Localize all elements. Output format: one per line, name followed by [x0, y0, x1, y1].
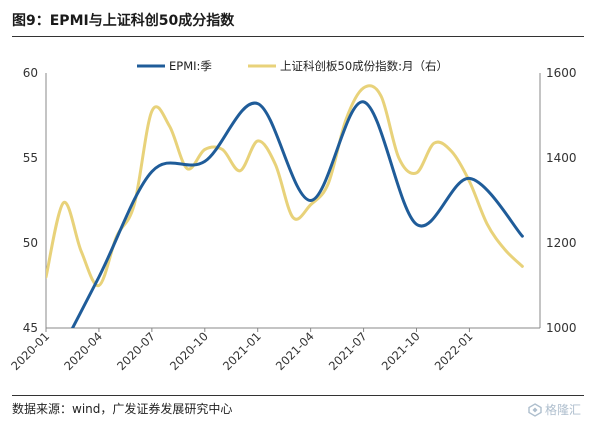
x-tick-label: 2021-04 [273, 329, 317, 373]
series-line-star50-index [46, 84, 524, 288]
left-tick-label: 55 [23, 151, 38, 165]
title-rule [12, 36, 584, 37]
left-tick-label: 60 [23, 66, 38, 80]
legend: EPMI:季 上证科创板50成份指数:月（右） [137, 59, 448, 73]
watermark-logo-icon [528, 402, 542, 417]
x-tick-label: 2021-01 [220, 329, 264, 373]
chart: 45 50 55 60 1000 1200 1400 1600 2020-01 2020-04… [8, 59, 577, 373]
legend-label-star50-index: 上证科创板50成份指数:月（右） [280, 59, 448, 73]
watermark: 格隆汇 [528, 401, 581, 418]
right-tick-label: 1400 [546, 151, 577, 165]
left-tick-label: 50 [23, 236, 38, 250]
left-axis: 45 50 55 60 [23, 66, 38, 335]
x-tick-label: 2020-01 [8, 329, 52, 373]
x-tick-label: 2020-07 [114, 329, 158, 373]
right-axis: 1000 1200 1400 1600 [546, 66, 577, 335]
x-tick-label: 2020-10 [167, 329, 211, 373]
x-tick-label: 2022-01 [432, 329, 476, 373]
series-line-epmi [70, 100, 524, 328]
source-note: 数据来源：wind，广发证券发展研究中心 [12, 402, 233, 416]
plot-area [45, 73, 541, 329]
watermark-text: 格隆汇 [544, 403, 581, 417]
x-tick-label: 2021-10 [379, 329, 423, 373]
x-axis: 2020-01 2020-04 2020-07 2020-10 2021-01 2021-… [8, 328, 476, 373]
right-tick-label: 1000 [546, 321, 577, 335]
right-tick-label: 1600 [546, 66, 577, 80]
source-rule [12, 395, 584, 396]
series-layer [46, 84, 524, 328]
figure-title: 图9：EPMI与上证科创50成分指数 [12, 13, 235, 29]
left-tick-label: 45 [23, 321, 38, 335]
legend-label-epmi: EPMI:季 [169, 59, 212, 73]
right-tick-label: 1200 [546, 236, 577, 250]
x-tick-label: 2021-07 [326, 329, 370, 373]
x-tick-label: 2020-04 [61, 329, 105, 373]
